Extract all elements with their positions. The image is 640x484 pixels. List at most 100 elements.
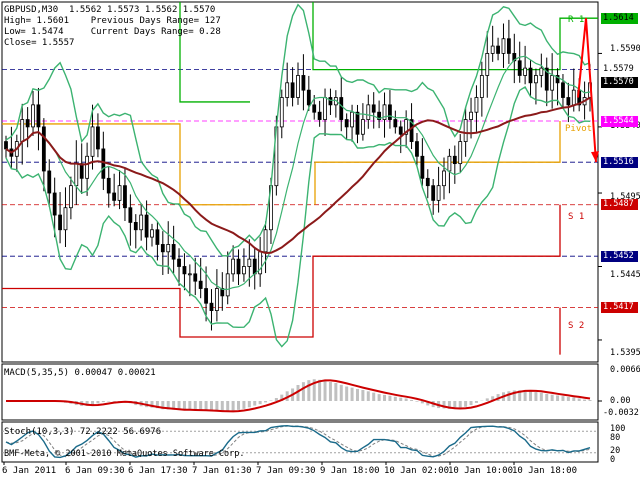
time-tick: 7 Jan 01:30	[192, 466, 252, 476]
candle-body	[544, 67, 549, 91]
price-tag: 1.5516	[601, 156, 638, 168]
candle-body	[4, 141, 8, 150]
candle-body	[79, 163, 84, 179]
candle-body	[187, 273, 192, 276]
candle-body	[415, 141, 419, 157]
stoch-main-line	[5, 424, 591, 459]
pivot-line	[2, 123, 250, 206]
info-line-symbol: GBPUSD,M30 1.5562 1.5573 1.5562 1.5570	[4, 5, 216, 15]
candle-body	[236, 258, 241, 275]
candle-body	[63, 207, 68, 231]
candle-body	[112, 192, 117, 201]
candle-body	[452, 155, 457, 165]
candle-body	[312, 104, 317, 113]
candle-body	[496, 45, 500, 54]
candle-body	[447, 155, 452, 172]
price-tag: 1.5487	[601, 199, 638, 211]
macd-title: MACD(5,35,5) 0.00047 0.00021	[4, 368, 156, 378]
stoch-panel-frame	[1, 421, 599, 463]
time-tick: 7 Jan 09:30	[256, 466, 316, 476]
candle-body	[506, 38, 511, 54]
candle-body	[377, 111, 382, 120]
candle-body	[144, 214, 149, 238]
support-line	[2, 204, 561, 338]
info-line-high: High= 1.5601 Previous Days Range= 127	[4, 16, 221, 26]
candle-body	[209, 302, 214, 311]
candle-body	[436, 185, 441, 201]
candle-body	[431, 185, 436, 201]
time-tick: 10 Jan 02:00	[384, 466, 450, 476]
info-line-close: Close= 1.5557	[4, 38, 75, 48]
candle-body	[177, 258, 181, 267]
candle-body	[344, 119, 349, 128]
stoch-tick: 20	[610, 446, 621, 456]
time-tick: 10 Jan 18:00	[512, 466, 578, 476]
projection-arrow-head	[591, 151, 599, 163]
candle-body	[58, 214, 62, 231]
macd-tick: 0.00666	[610, 365, 640, 375]
macd-tick: 0.00	[610, 396, 631, 406]
moving-average	[5, 96, 591, 255]
candle-body	[366, 104, 371, 120]
candle-body	[566, 97, 571, 106]
candle-body	[517, 60, 522, 76]
candle-body	[36, 104, 41, 128]
candle-body	[52, 192, 57, 216]
candle-body	[279, 97, 284, 128]
price-tick: 1.5495	[610, 192, 640, 202]
price-tick: 1.5590	[610, 44, 640, 54]
candle-body	[198, 280, 203, 289]
candle-body	[285, 82, 290, 98]
candle-body	[101, 148, 106, 179]
candle-body	[85, 155, 90, 179]
candle-body	[469, 111, 473, 120]
bollinger-lower	[5, 86, 591, 348]
candle-body	[160, 244, 165, 253]
candle-body	[31, 104, 35, 128]
price-tick: 1.5445	[610, 270, 640, 280]
candle-body	[388, 104, 392, 120]
time-tick: 6 Jan 2011	[2, 466, 57, 476]
bollinger-upper	[5, 3, 591, 257]
resistance-line	[312, 2, 598, 71]
candle-body	[555, 75, 560, 84]
candle-body	[166, 244, 171, 253]
bollinger-middle	[5, 55, 591, 290]
stoch-tick: 0	[610, 455, 616, 465]
candle-body	[371, 104, 376, 113]
candle-body	[290, 82, 295, 98]
candle-body	[182, 266, 187, 275]
candle-body	[317, 111, 322, 120]
candle-body	[490, 45, 495, 54]
candle-body	[139, 214, 144, 231]
candle-body	[193, 273, 198, 282]
resistance-line	[179, 2, 250, 103]
stoch-tick: 100	[610, 424, 626, 434]
candle-body	[25, 119, 30, 128]
candle-body	[561, 82, 565, 98]
candle-body	[523, 67, 528, 76]
price-tag: 1.5544	[601, 115, 638, 127]
candle-body	[485, 53, 490, 76]
candle-body	[328, 97, 333, 106]
candle-body	[398, 126, 403, 135]
candle-body	[242, 266, 246, 275]
main-panel-frame	[1, 1, 599, 363]
candle-body	[20, 119, 25, 142]
candle-body	[41, 126, 46, 172]
candle-body	[133, 222, 138, 231]
candle-body	[550, 75, 555, 91]
stoch-tick: 80	[610, 433, 621, 443]
price-tag: 1.5570	[601, 77, 638, 89]
candle-body	[117, 185, 122, 201]
candle-body	[382, 104, 387, 120]
time-tick: 10 Jan 10:00	[448, 466, 514, 476]
candle-body	[150, 229, 154, 238]
candle-body	[231, 258, 236, 275]
candle-body	[404, 119, 409, 135]
candle-body	[74, 163, 79, 187]
candle-body	[571, 89, 576, 106]
time-tick: 6 Jan 17:30	[128, 466, 188, 476]
